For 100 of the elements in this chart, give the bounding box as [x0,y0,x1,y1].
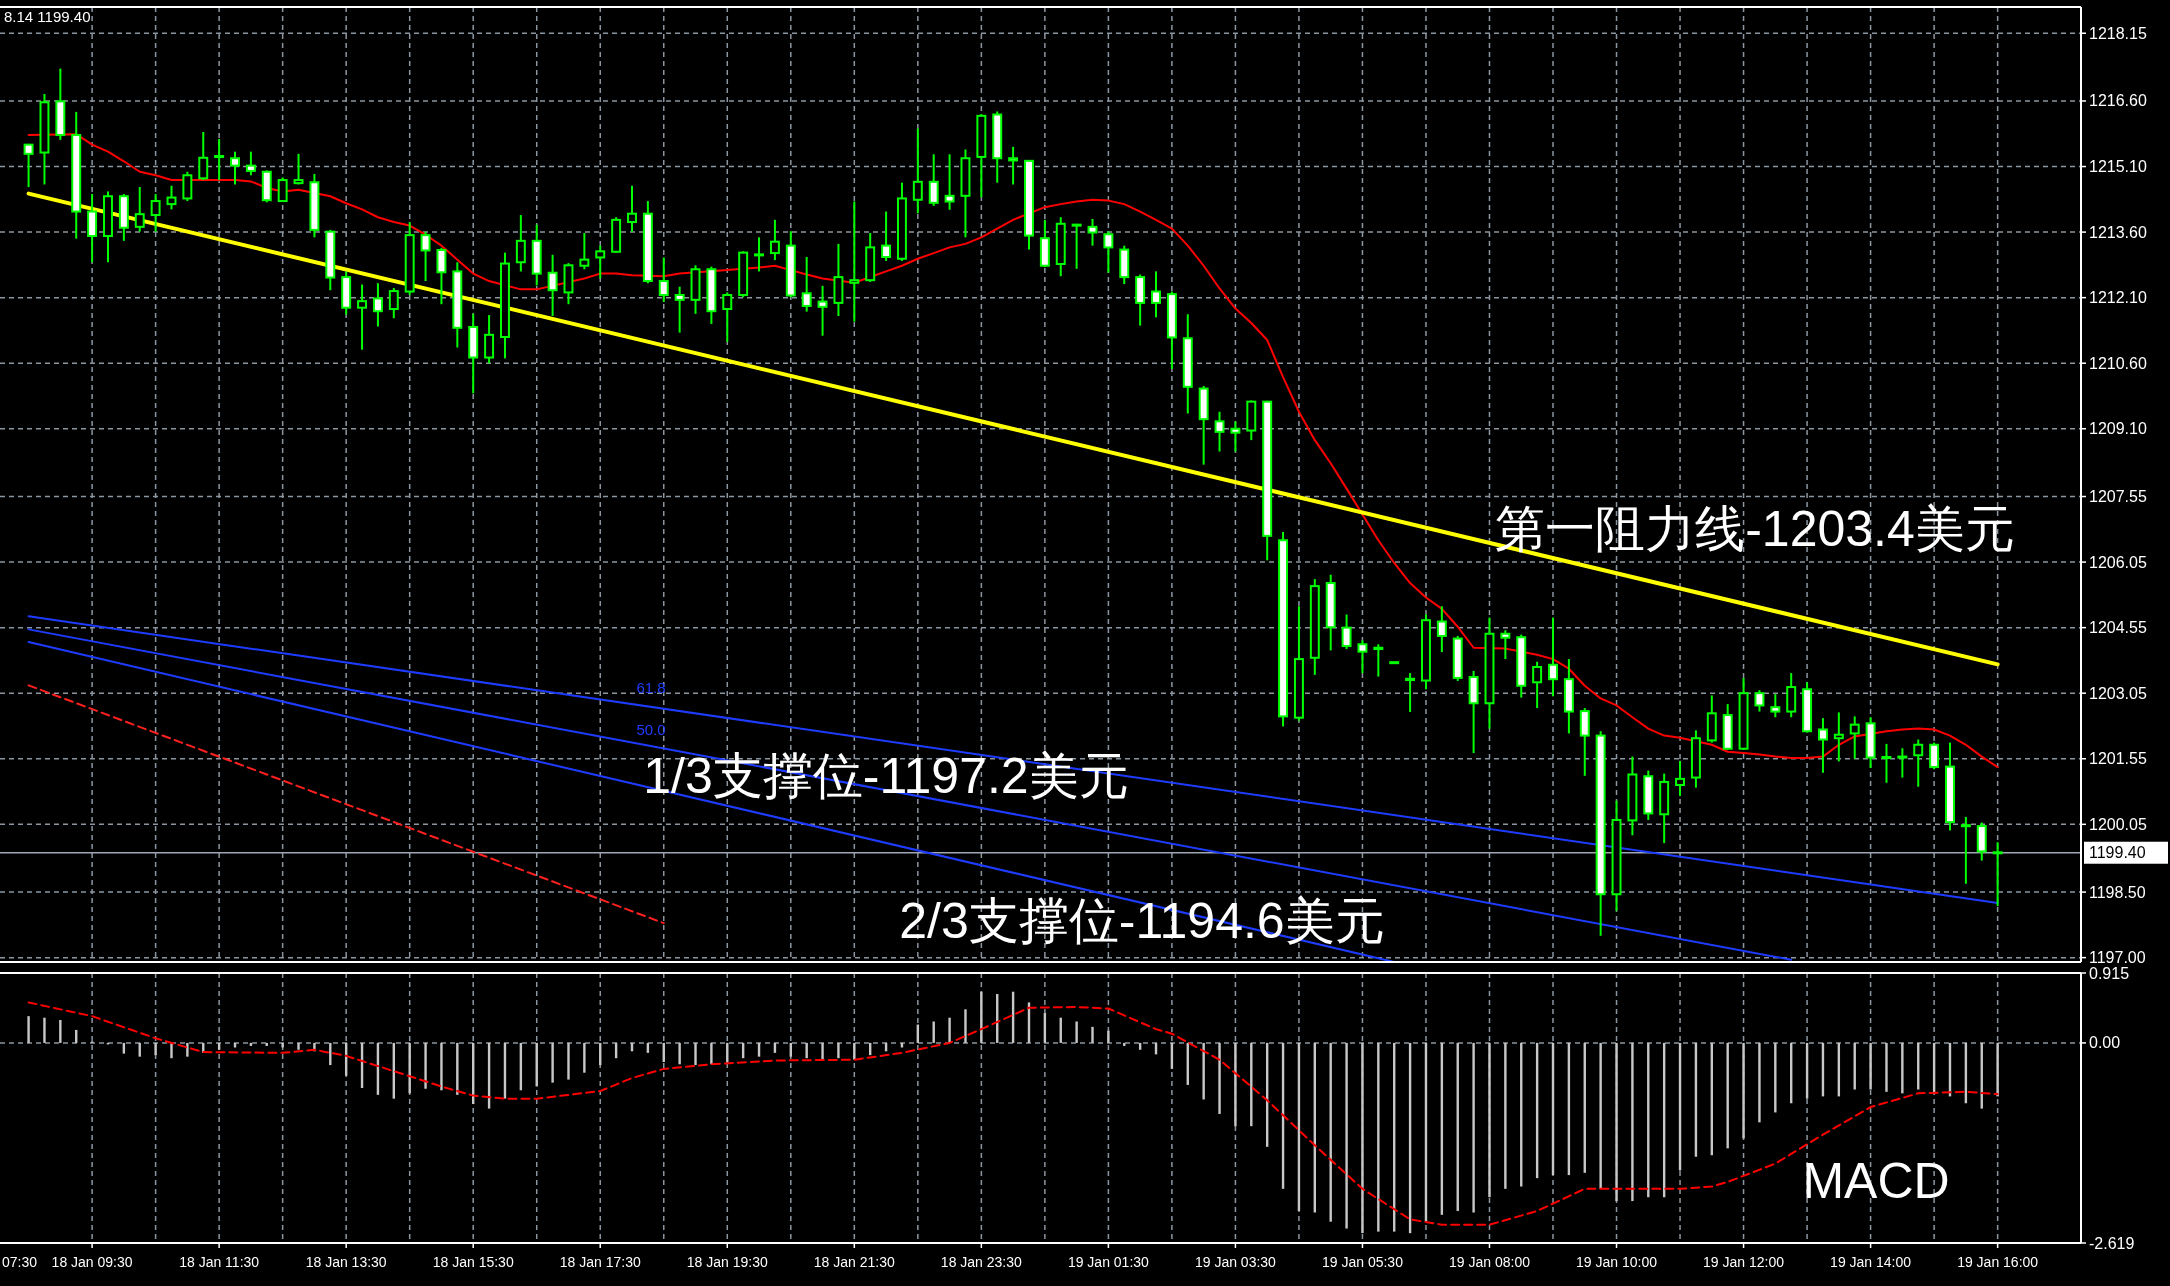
x-tick-label: 19 Jan 05:30 [1321,1254,1404,1270]
bar [43,1017,46,1043]
candlestick [420,230,431,283]
bar [1504,1042,1507,1189]
candlestick [1405,672,1416,713]
candlestick [658,256,669,304]
bar [1075,1021,1078,1043]
y-tick-label: 1204.55 [2089,619,2147,637]
x-tick-label: 19 Jan 14:00 [1830,1254,1912,1270]
candlestick [1532,660,1543,710]
bar [567,1042,570,1080]
bar [1901,1042,1904,1094]
candlestick [595,244,606,280]
candlestick [1087,217,1098,247]
candlestick [198,131,209,182]
bar [1885,1042,1888,1092]
x-tick-label: 19 Jan 08:00 [1449,1254,1531,1270]
y-tick-label: 1206.05 [2089,553,2147,571]
bar [27,1016,30,1043]
bar [1377,1042,1380,1232]
candlestick [277,176,288,203]
bar [186,1042,189,1057]
bar [408,1042,411,1094]
bar [805,1042,808,1059]
annotation: 50.0 [636,721,666,738]
candlestick [1913,738,1924,788]
bar [1361,1042,1364,1234]
candlestick [388,287,399,320]
candlestick [214,138,225,182]
candlestick [134,186,145,233]
bar [297,1042,300,1050]
bar [1869,1042,1872,1090]
bar [694,1042,697,1066]
x-tick-label: 19 Jan 01:30 [1067,1254,1150,1270]
bar [1996,1042,1999,1097]
candlestick [1357,639,1368,675]
bar [1615,1042,1618,1202]
candlestick [627,184,637,233]
candlestick [150,193,161,233]
bar [1107,1030,1110,1043]
candlestick [1436,605,1447,654]
candlestick [1833,711,1844,763]
y-tick-label: 1216.60 [2089,92,2147,110]
candlestick [182,170,193,203]
bar [1631,1042,1634,1202]
annotation: 61.8 [636,679,666,696]
candlestick [1071,222,1082,270]
candlestick [722,291,733,343]
annotation: MACD [1802,1153,1950,1209]
candlestick [1548,616,1558,698]
y-tick-label: 1212.10 [2089,289,2147,307]
candlestick [849,200,860,323]
candlestick [372,282,383,328]
bar [821,1042,824,1060]
x-tick-label: 18 Jan 23:30 [940,1254,1023,1270]
bar [980,991,983,1043]
y-tick-label: 1201.55 [2089,750,2147,768]
y-tick-label: 1209.10 [2089,420,2147,438]
candlestick [1881,742,1892,784]
y-tick-label: 1210.60 [2089,354,2147,372]
y-tick-label: 1198.50 [2089,883,2146,901]
bar [424,1042,427,1089]
bar [1599,1042,1602,1189]
bar [1774,1042,1777,1113]
bar [1472,1042,1475,1213]
candlestick [23,142,34,189]
bar [281,1042,284,1048]
candlestick [547,253,558,318]
y-tick-label: 1218.15 [2089,24,2147,42]
bar [1202,1042,1205,1100]
candlestick [1992,841,2003,908]
candlestick [1770,693,1781,719]
x-tick-label: 18 Jan 09:30 [51,1254,133,1270]
annotation: 第一阻力线-1203.4美元 [1495,501,2015,557]
bar [170,1042,173,1059]
bar [154,1042,157,1056]
candlestick [754,236,765,273]
candlestick [912,127,923,215]
bar [1329,1042,1332,1222]
candlestick [1103,230,1114,274]
y-tick-label: 1213.60 [2089,223,2147,241]
y-tick-label: -2.619 [2089,1234,2135,1252]
bar [59,1019,62,1043]
bar [1742,1042,1745,1139]
bar [1488,1042,1491,1198]
y-tick-label: 1200.05 [2089,815,2147,833]
bar [1091,1026,1094,1043]
candlestick [484,314,495,365]
y-tick-label: 1203.05 [2089,684,2147,702]
x-tick-label: 18 Jan 17:30 [559,1254,641,1270]
bar [853,1042,856,1060]
bar [583,1042,586,1073]
candlestick [1754,689,1765,713]
bar [1218,1042,1221,1114]
x-tick-label: 19 Jan 10:00 [1576,1254,1658,1270]
bar [678,1042,681,1065]
bar [551,1042,554,1083]
x-tick-label: 19 Jan 12:00 [1703,1254,1785,1270]
candlestick [817,284,828,337]
y-tick-label: 1197.00 [2089,949,2146,967]
